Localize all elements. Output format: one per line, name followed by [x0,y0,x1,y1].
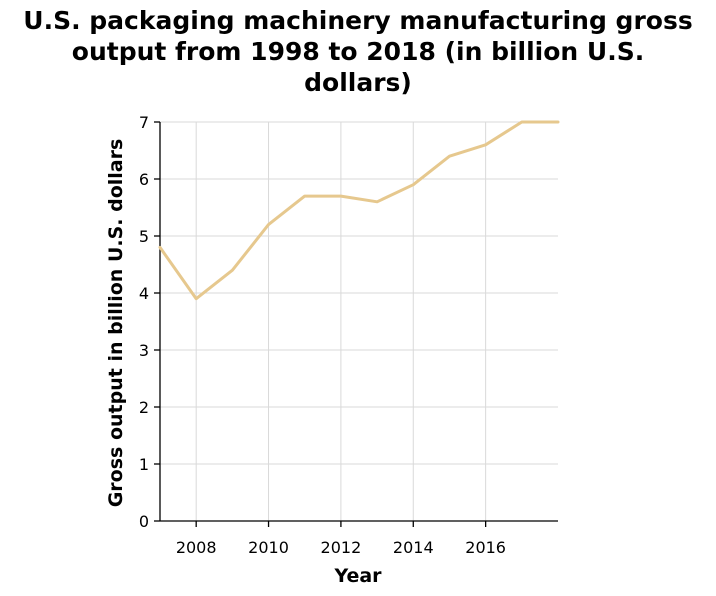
x-tick-label: 2016 [465,538,506,557]
y-tick-label: 2 [139,398,149,417]
axes [154,121,558,527]
y-tick-label: 0 [139,512,149,531]
x-tick-label: 2010 [248,538,289,557]
chart-title-line-3: dollars) [304,68,412,97]
y-axis-label: Gross output in billion U.S. dollars [105,139,127,508]
y-tick-label: 1 [139,455,149,474]
y-tick-label: 5 [139,227,149,246]
y-tick-label: 7 [139,113,149,132]
x-tick-label: 2012 [321,538,362,557]
tick-labels: 0 1 2 3 4 5 6 7 2008 2010 2012 2014 2016 [139,113,506,557]
chart-title: U.S. packaging machinery manufacturing g… [23,6,692,97]
x-tick-label: 2014 [393,538,434,557]
y-tick-label: 3 [139,341,149,360]
series [158,120,560,301]
y-tick-label: 4 [139,284,149,303]
chart-title-line-2: output from 1998 to 2018 (in billion U.S… [72,37,644,66]
chart-title-line-1: U.S. packaging machinery manufacturing g… [23,6,692,35]
y-tick-label: 6 [139,170,149,189]
grid [160,121,558,522]
series-line [158,120,560,301]
x-tick-label: 2008 [176,538,217,557]
x-axis-label: Year [333,565,382,587]
